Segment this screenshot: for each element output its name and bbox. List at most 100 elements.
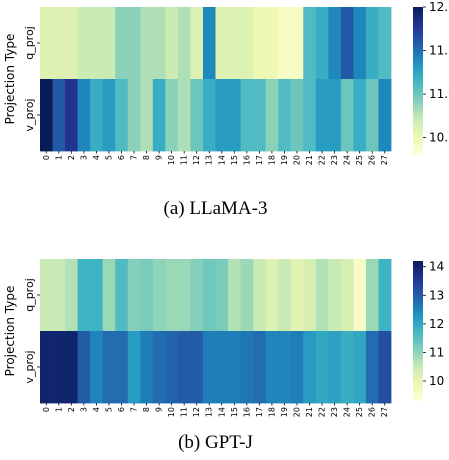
column-tick-label: 4 bbox=[92, 407, 101, 412]
heatmap-cell bbox=[115, 259, 129, 332]
heatmap-cell bbox=[278, 331, 292, 404]
column-tick-label: 10 bbox=[167, 155, 176, 165]
column-tick-label: 7 bbox=[130, 155, 139, 160]
heatmap-cell bbox=[353, 7, 367, 80]
heatmap-cell bbox=[165, 79, 179, 152]
heatmap-cell bbox=[127, 79, 141, 152]
column-tick-label: 12 bbox=[192, 407, 201, 417]
column-tick-label: 24 bbox=[343, 407, 352, 417]
column-tick-label: 0 bbox=[42, 155, 51, 160]
column-tick-label: 25 bbox=[355, 155, 364, 165]
column-tick-label: 1 bbox=[54, 407, 63, 412]
heatmap-cell bbox=[40, 331, 53, 404]
heatmap-cell bbox=[303, 7, 317, 80]
column-tick-label: 16 bbox=[242, 155, 251, 165]
column-tick-label: 11 bbox=[180, 407, 189, 417]
heatmap-cell bbox=[215, 79, 229, 152]
heatmap-cell bbox=[65, 79, 79, 152]
heatmap-cell bbox=[190, 7, 204, 80]
heatmap-cell bbox=[365, 331, 379, 404]
heatmap-cell bbox=[127, 7, 141, 80]
heatmap-cell bbox=[303, 259, 317, 332]
column-tick-label: 14 bbox=[217, 155, 226, 165]
column-tick-label: 2 bbox=[67, 155, 76, 160]
column-tick-label: 26 bbox=[368, 155, 377, 165]
column-tick-label: 3 bbox=[79, 407, 88, 412]
colorbar-tick-label: 14 bbox=[429, 260, 444, 274]
figure-caption: (a) LLaMA-3 bbox=[164, 198, 268, 219]
column-tick-label: 25 bbox=[355, 407, 364, 417]
heatmap-cell bbox=[77, 7, 91, 80]
heatmap-cell bbox=[140, 79, 154, 152]
heatmap-cell bbox=[265, 331, 279, 404]
heatmap-cell bbox=[202, 7, 216, 80]
column-tick-label: 6 bbox=[117, 407, 126, 412]
heatmap-cell bbox=[328, 331, 342, 404]
heatmap-cell bbox=[152, 7, 166, 80]
row-tick-label: q_proj bbox=[23, 26, 36, 60]
heatmap-cell bbox=[177, 331, 191, 404]
heatmap-cell bbox=[65, 7, 79, 80]
column-tick-label: 14 bbox=[217, 407, 226, 417]
column-tick-label: 13 bbox=[205, 155, 214, 165]
colorbar-tick-label: 11.5 bbox=[429, 44, 449, 58]
column-tick-label: 23 bbox=[330, 407, 339, 417]
colorbar bbox=[413, 7, 423, 155]
heatmap-cell bbox=[253, 7, 267, 80]
heatmap-cell bbox=[303, 79, 317, 152]
heatmap-cell bbox=[340, 259, 354, 332]
column-tick-label: 22 bbox=[318, 155, 327, 165]
heatmap-cell bbox=[202, 259, 216, 332]
heatmap-cell bbox=[253, 259, 267, 332]
row-tick-label: q_proj bbox=[23, 278, 36, 312]
heatmap-cell bbox=[40, 7, 53, 80]
heatmap-cell bbox=[340, 79, 354, 152]
heatmap-cell bbox=[177, 79, 191, 152]
column-tick-label: 22 bbox=[318, 407, 327, 417]
heatmap-cell bbox=[52, 79, 66, 152]
heatmap-cell bbox=[177, 7, 191, 80]
heatmap-cell bbox=[127, 331, 141, 404]
heatmap-cell bbox=[52, 7, 66, 80]
heatmap-cell bbox=[152, 79, 166, 152]
heatmap-cell bbox=[102, 7, 116, 80]
heatmap-cell bbox=[378, 259, 392, 332]
heatmap-cell bbox=[303, 331, 317, 404]
heatmap-cell bbox=[215, 7, 229, 80]
heatmap-cell bbox=[278, 259, 292, 332]
heatmap-cell bbox=[315, 331, 329, 404]
heatmap-cell bbox=[140, 331, 154, 404]
column-tick-label: 23 bbox=[330, 155, 339, 165]
heatmap-cell bbox=[52, 259, 66, 332]
colorbar-tick-label: 11 bbox=[429, 345, 444, 359]
heatmap-cell bbox=[215, 259, 229, 332]
heatmap-cell bbox=[253, 331, 267, 404]
colorbar-tick-label: 12.0 bbox=[429, 0, 449, 14]
heatmap-cell bbox=[290, 79, 304, 152]
column-tick-label: 9 bbox=[155, 407, 164, 412]
heatmap-cell bbox=[165, 331, 179, 404]
heatmap-cell bbox=[102, 79, 116, 152]
heatmap-cell bbox=[228, 79, 241, 152]
heatmap-cell bbox=[40, 259, 53, 332]
colorbar-tick-label: 12 bbox=[429, 317, 444, 331]
heatmap-cell bbox=[165, 7, 179, 80]
column-tick-label: 8 bbox=[142, 155, 151, 160]
column-tick-label: 18 bbox=[267, 407, 276, 417]
column-tick-label: 27 bbox=[380, 407, 389, 417]
heatmap-cell bbox=[190, 331, 204, 404]
heatmap-cell bbox=[340, 331, 354, 404]
heatmap-cell bbox=[228, 331, 241, 404]
heatmap-cell bbox=[77, 331, 91, 404]
heatmap-cell bbox=[353, 79, 367, 152]
heatmap-cell bbox=[265, 7, 279, 80]
row-tick-label: v_proj bbox=[23, 98, 36, 131]
heatmap-cell bbox=[378, 79, 392, 152]
colorbar-tick-label: 10 bbox=[429, 374, 444, 388]
heatmap-cell bbox=[315, 79, 329, 152]
column-tick-label: 27 bbox=[380, 155, 389, 165]
column-tick-label: 16 bbox=[242, 407, 251, 417]
heatmap-cell bbox=[353, 259, 367, 332]
row-tick-label: v_proj bbox=[23, 350, 36, 383]
